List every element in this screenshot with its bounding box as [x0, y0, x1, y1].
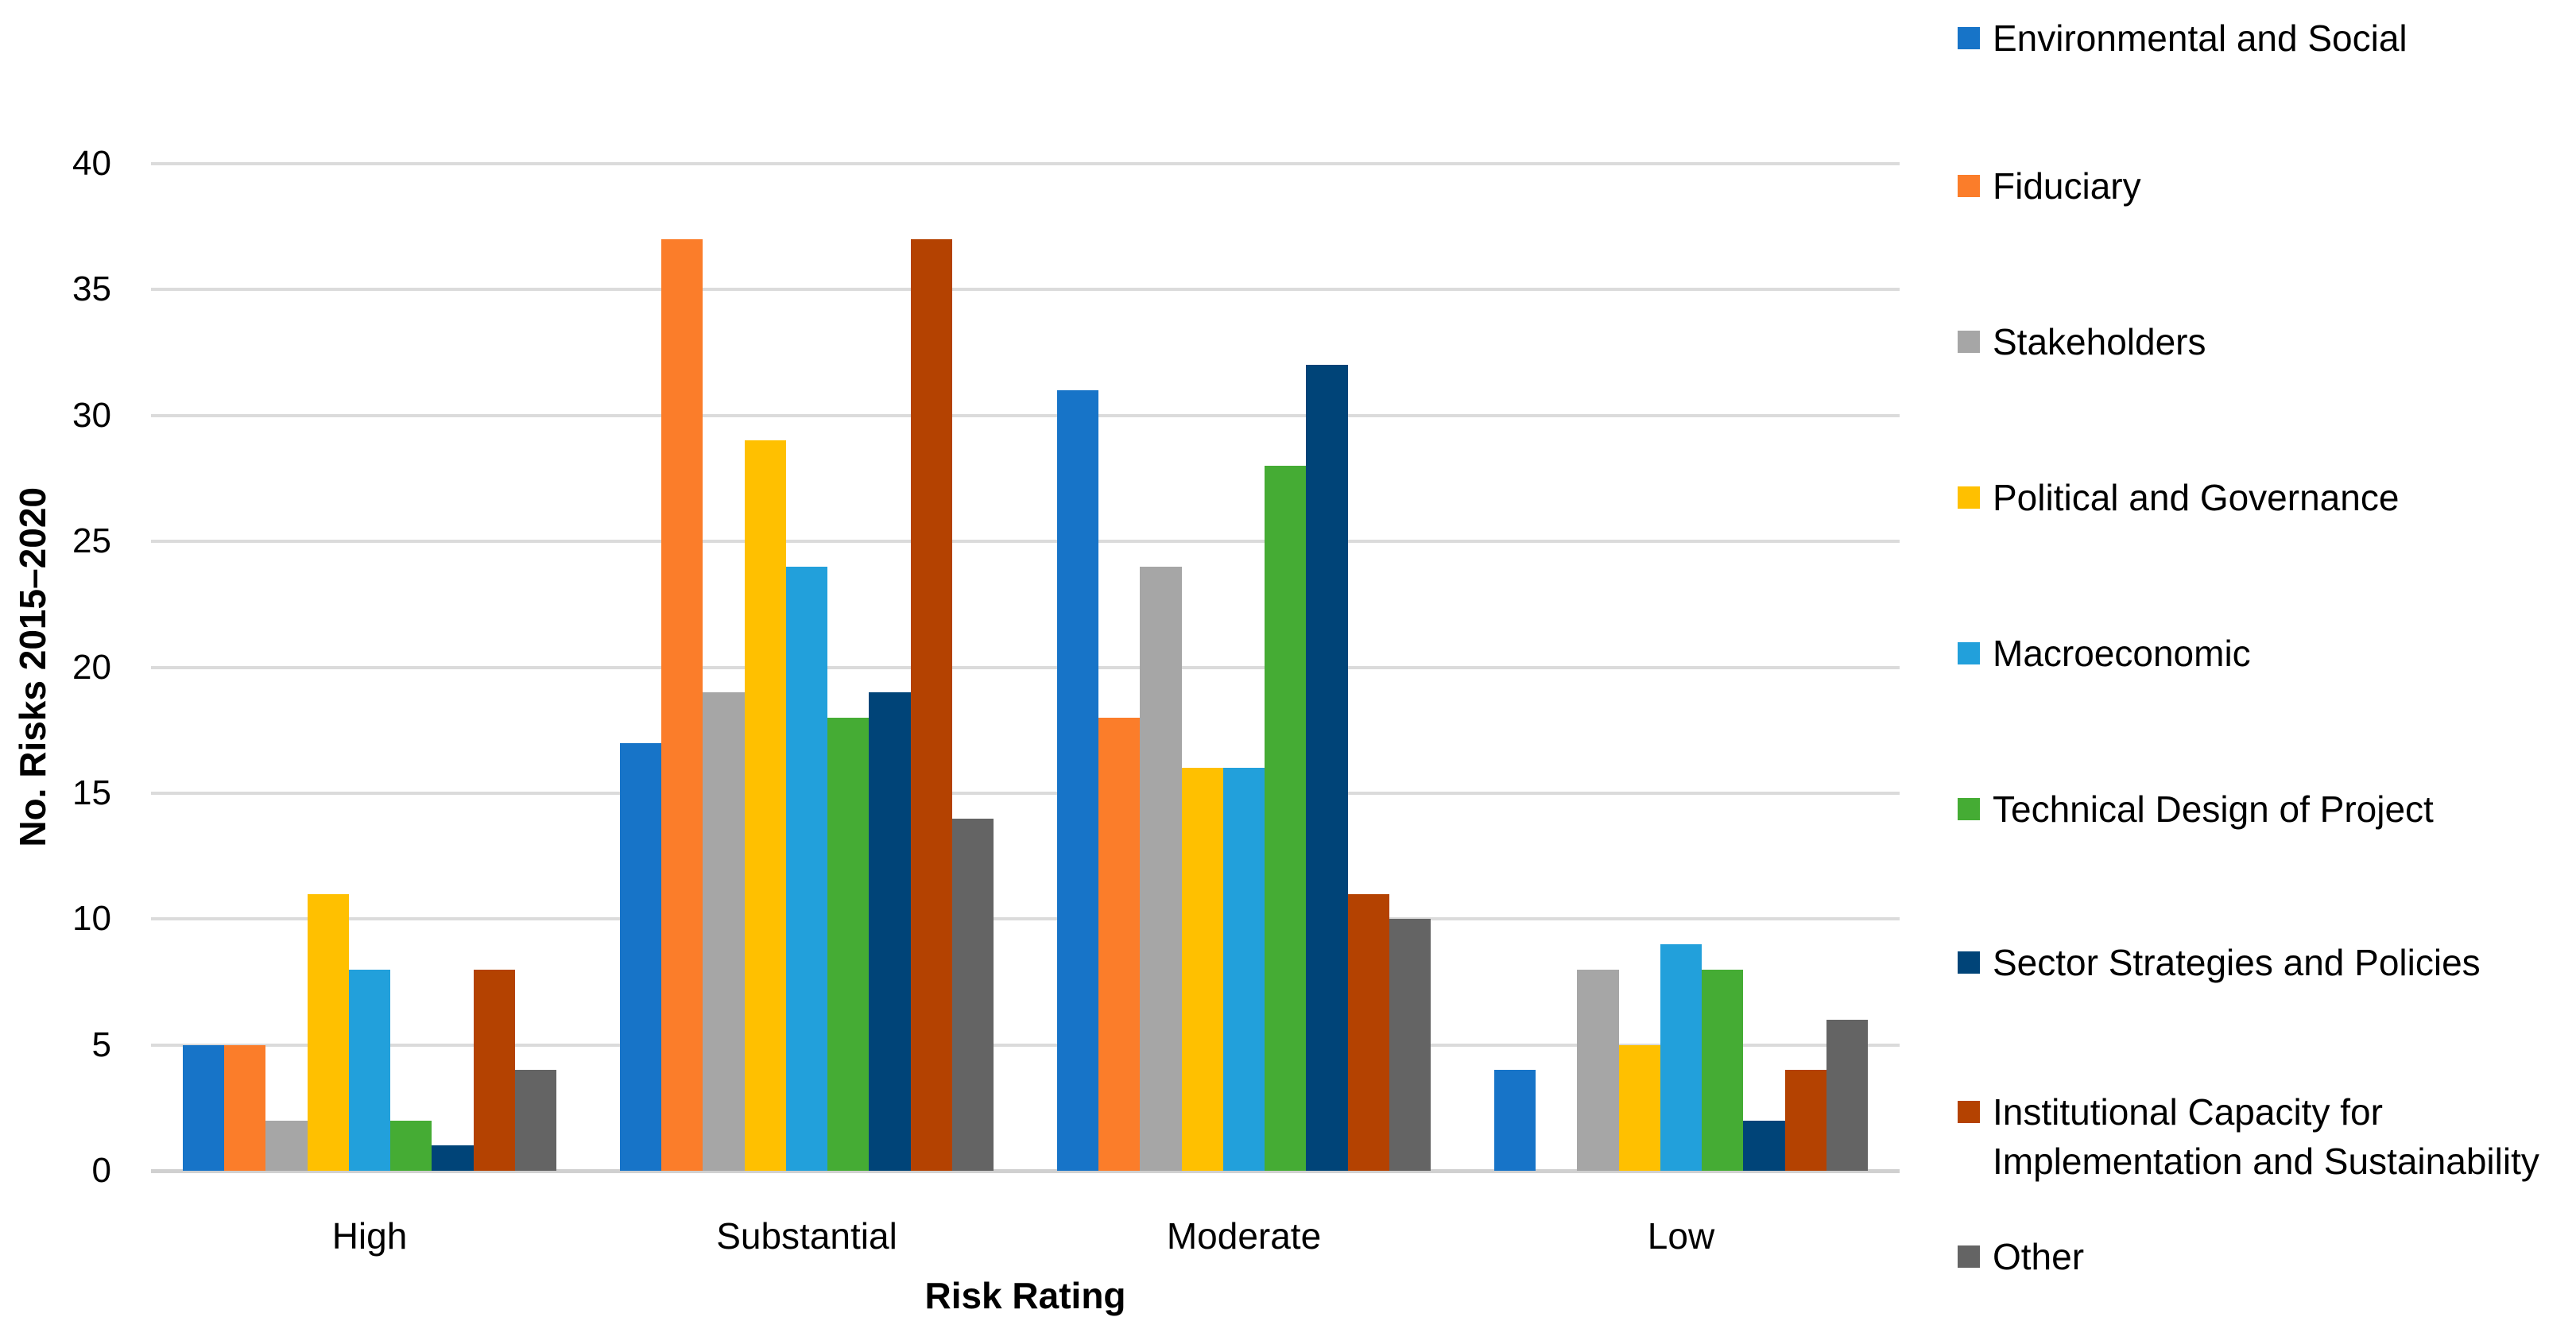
y-axis-title: No. Risks 2015–2020 [12, 487, 53, 847]
x-category-label: Low [1647, 1215, 1715, 1257]
legend-swatch-icon [1958, 1245, 1980, 1268]
bar [785, 566, 828, 1171]
bar [1618, 1044, 1660, 1171]
bar [1098, 717, 1141, 1171]
legend-swatch-icon [1958, 642, 1980, 664]
bar [1306, 365, 1348, 1171]
x-category-label: Substantial [716, 1215, 897, 1257]
bar [1784, 1070, 1826, 1171]
bar [307, 893, 349, 1171]
legend-swatch-icon [1958, 1101, 1980, 1123]
legend-item: Technical Design of Project [1958, 784, 2434, 834]
y-tick-label: 10 [72, 899, 111, 939]
bar [1660, 943, 1702, 1171]
y-tick-label: 0 [91, 1151, 111, 1190]
legend-item: Environmental and Social [1958, 14, 2407, 63]
legend-label: Other [1993, 1236, 2085, 1277]
legend-swatch-icon [1958, 27, 1980, 49]
bar [1577, 969, 1619, 1171]
legend-swatch-icon [1958, 175, 1980, 197]
legend-item: Macroeconomic [1958, 629, 2251, 678]
bar [473, 969, 515, 1171]
legend-label: Macroeconomic [1993, 633, 2251, 674]
bar [827, 717, 870, 1171]
legend-label: Environmental and Social [1993, 17, 2407, 59]
y-tick-label: 40 [72, 144, 111, 183]
legend-label: Technical Design of Project [1993, 788, 2434, 830]
bar [1222, 768, 1265, 1171]
bar [1702, 969, 1744, 1171]
gridline [151, 413, 1900, 417]
legend-swatch-icon [1958, 798, 1980, 820]
bar [703, 692, 745, 1171]
gridline [151, 1043, 1900, 1047]
bar [514, 1070, 556, 1171]
legend-label: Sector Strategies and Policies [1993, 942, 2481, 983]
bar [1265, 466, 1307, 1171]
bar [1057, 390, 1099, 1171]
legend-swatch-icon [1958, 331, 1980, 353]
legend-label: Fiduciary [1993, 165, 2141, 207]
y-tick-label: 20 [72, 647, 111, 687]
bar [1389, 919, 1431, 1171]
y-tick-label: 30 [72, 395, 111, 435]
bar [951, 818, 994, 1171]
bar [661, 239, 703, 1171]
bar [744, 440, 786, 1171]
legend-item: Sector Strategies and Policies [1958, 938, 2481, 987]
legend-item: Other [1958, 1232, 2084, 1281]
gridline [151, 665, 1900, 669]
gridline [151, 540, 1900, 544]
bar [265, 1120, 308, 1171]
bar [390, 1120, 432, 1171]
bar [1140, 566, 1182, 1171]
bar [1826, 1019, 1868, 1171]
y-tick-label: 5 [91, 1025, 111, 1064]
legend-swatch-icon [1958, 486, 1980, 509]
legend-label: Political and Governance [1993, 477, 2400, 518]
bar [1347, 893, 1389, 1171]
y-axis-title-wrap: No. Risks 2015–2020 [11, 164, 54, 1171]
bar [1743, 1120, 1785, 1171]
legend-item: Institutional Capacity for Implementatio… [1958, 1087, 2573, 1186]
legend-swatch-icon [1958, 951, 1980, 974]
x-axis-line [151, 1169, 1900, 1173]
bar [348, 969, 391, 1171]
gridline [151, 791, 1900, 795]
legend-label: Institutional Capacity for Implementatio… [1993, 1091, 2539, 1182]
bar [224, 1044, 266, 1171]
x-category-label: Moderate [1166, 1215, 1322, 1257]
y-tick-label: 15 [72, 773, 111, 812]
legend-item: Stakeholders [1958, 317, 2206, 366]
legend: Environmental and Social Fiduciary Stakeho… [1958, 0, 2576, 1321]
bar [1494, 1070, 1536, 1171]
bar [183, 1044, 225, 1171]
legend-item: Political and Governance [1958, 473, 2399, 522]
bar [620, 742, 662, 1171]
gridline [151, 917, 1900, 921]
bar [910, 239, 952, 1171]
y-tick-label: 35 [72, 269, 111, 309]
x-category-label: High [331, 1215, 408, 1257]
legend-label: Stakeholders [1993, 321, 2206, 362]
legend-item: Fiduciary [1958, 161, 2141, 211]
x-axis-title: Risk Rating [924, 1275, 1126, 1316]
bar [869, 692, 911, 1171]
gridline [151, 288, 1900, 292]
gridline [151, 162, 1900, 165]
bar [1181, 768, 1223, 1171]
bar [432, 1145, 474, 1171]
y-tick-label: 25 [72, 521, 111, 561]
